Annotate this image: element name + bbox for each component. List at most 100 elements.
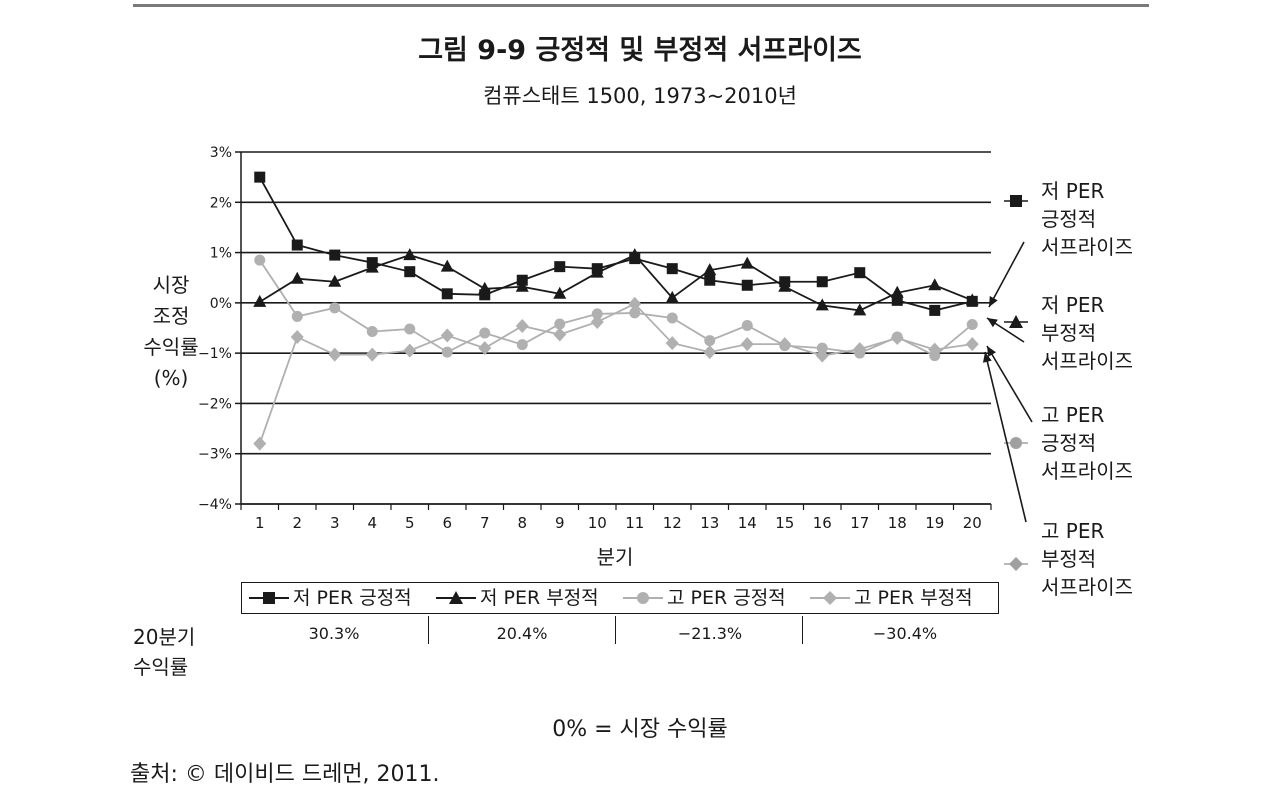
data-point-triangle: [665, 290, 679, 303]
data-point-triangle: [328, 274, 342, 287]
data-point-square: [441, 288, 453, 300]
data-point-circle: [254, 254, 266, 266]
data-point-triangle: [703, 263, 717, 276]
data-point-circle: [629, 307, 641, 319]
data-point-triangle: [928, 278, 942, 291]
data-point-diamond: [515, 318, 529, 333]
data-point-circle: [554, 318, 566, 330]
x-tick-label: 16: [813, 514, 832, 532]
data-point-circle: [854, 347, 866, 359]
series-lines: [253, 171, 979, 451]
annotation-marker-circle: [1010, 437, 1022, 449]
data-point-diamond: [253, 436, 267, 451]
x-tick-label: 6: [442, 514, 452, 532]
data-point-square: [966, 295, 978, 307]
data-point-square: [666, 263, 678, 275]
annotation-high-per-negative: 고 PER 부정적 서프라이즈: [1041, 519, 1133, 599]
data-point-triangle: [515, 279, 529, 292]
data-point-circle: [704, 335, 716, 347]
x-tick-label: 10: [588, 514, 607, 532]
data-point-circle: [741, 319, 753, 331]
data-point-diamond: [365, 347, 379, 362]
y-tick-label: 2%: [210, 195, 232, 211]
x-tick-label: 2: [292, 514, 302, 532]
data-point-square: [479, 289, 491, 301]
x-tick-label: 5: [405, 514, 415, 532]
legend-marker-square: [249, 592, 289, 604]
annotation-high-per-positive: 고 PER 긍정적 서프라이즈: [1041, 403, 1133, 483]
returns-divider: [615, 616, 616, 644]
chart-subtitle: 컴퓨스태트 1500, 1973~2010년: [483, 84, 797, 108]
data-point-circle: [291, 310, 303, 322]
annotation-low-per-positive: 저 PER 긍정적 서프라이즈: [1041, 179, 1133, 259]
return-high-per-negative: −30.4%: [872, 624, 938, 643]
series-line: [258, 302, 973, 444]
data-point-circle: [779, 340, 791, 352]
data-point-square: [404, 266, 416, 278]
returns-divider: [802, 616, 803, 644]
legend-label: 고 PER 부정적: [854, 587, 973, 609]
annotation-arrowhead: [987, 346, 996, 357]
x-tick-label: 11: [625, 514, 644, 532]
legend-marker-circle: [623, 592, 663, 604]
data-point-triangle: [253, 294, 267, 307]
return-high-per-positive: −21.3%: [677, 624, 743, 643]
series-3: [253, 296, 979, 451]
axes: 3%2%1%0%−1%−2%−3%−4%1 2 3 4 5 6 7 8 9 10 11 12 13 14 1…: [198, 145, 992, 532]
legend-label: 고 PER 긍정적: [667, 587, 786, 609]
data-point-triangle: [853, 303, 867, 316]
annotation-arrow: [984, 351, 1027, 523]
data-point-triangle: [815, 298, 829, 311]
data-point-diamond: [665, 336, 679, 351]
legend-marker-diamond: [810, 591, 850, 605]
annotation-arrow: [986, 345, 1033, 423]
data-point-diamond: [328, 347, 342, 362]
x-tick-label: 3: [330, 514, 340, 532]
data-point-circle: [966, 318, 978, 330]
y-tick-label: −3%: [198, 447, 232, 463]
series-1: [253, 248, 979, 316]
data-point-circle: [329, 302, 341, 314]
series-2: [254, 254, 978, 362]
x-tick-label: 9: [555, 514, 565, 532]
data-point-circle: [441, 346, 453, 358]
annotation-marker-triangle: [1009, 315, 1023, 328]
x-tick-label: 13: [700, 514, 719, 532]
data-point-square: [629, 253, 641, 265]
data-point-circle: [891, 331, 903, 343]
legend: 저 PER 긍정적 저 PER 부정적 고 PER 긍정적 고 PER 부정적: [241, 582, 999, 614]
annotation-marker-square: [1010, 195, 1022, 207]
y-tick-label: −2%: [198, 396, 232, 412]
data-point-triangle: [403, 248, 417, 261]
data-point-square: [591, 263, 603, 275]
x-tick-label: 7: [480, 514, 490, 532]
legend-label: 저 PER 긍정적: [293, 587, 412, 609]
x-tick-label: 15: [775, 514, 794, 532]
top-rule: [133, 4, 1149, 7]
data-point-diamond: [290, 330, 304, 345]
return-low-per-positive: 30.3%: [308, 624, 360, 643]
data-point-diamond: [703, 345, 717, 360]
data-point-circle: [929, 350, 941, 362]
annotation-marker-diamond: [1009, 557, 1023, 571]
returns-row-label: 20분기 수익률: [133, 625, 196, 679]
x-tick-label: 4: [367, 514, 377, 532]
annotation-arrowhead: [987, 318, 998, 328]
data-point-circle: [591, 308, 603, 320]
series-line: [259, 259, 973, 357]
data-point-square: [291, 239, 303, 251]
legend-label: 저 PER 부정적: [480, 587, 599, 609]
data-point-circle: [666, 312, 678, 324]
data-point-square: [704, 274, 716, 286]
x-tick-label: 12: [663, 514, 682, 532]
data-point-triangle: [553, 286, 567, 299]
grid-lines: [241, 151, 991, 505]
data-point-square: [254, 171, 266, 183]
x-tick-label: 8: [517, 514, 527, 532]
x-tick-label: 18: [888, 514, 907, 532]
data-point-circle: [816, 342, 828, 354]
annotation-arrowhead: [982, 352, 992, 363]
return-low-per-negative: 20.4%: [496, 624, 548, 643]
series-0: [254, 171, 978, 316]
